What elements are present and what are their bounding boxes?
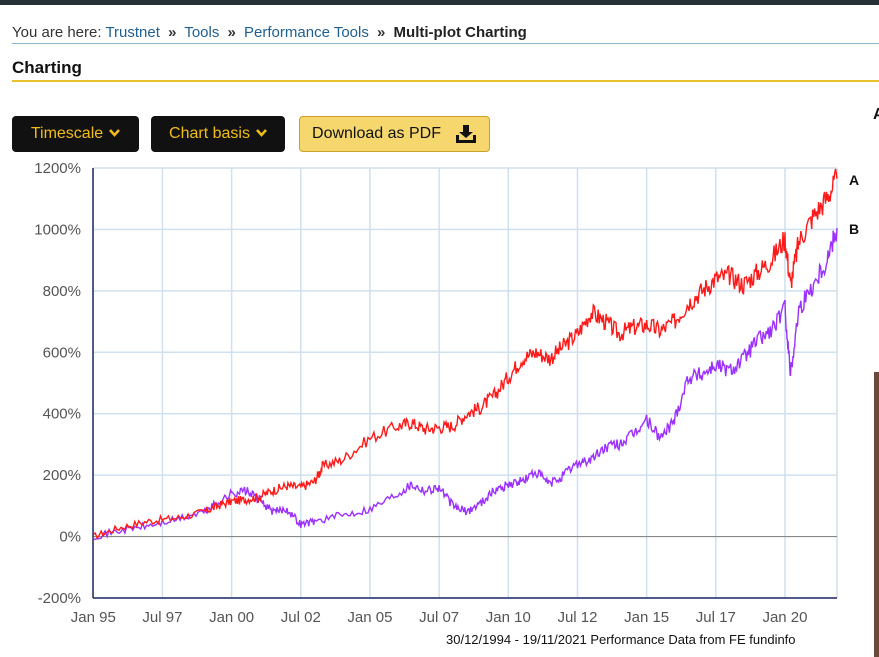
breadcrumb-link-tools[interactable]: Tools xyxy=(184,24,220,41)
series-line-a xyxy=(93,168,838,540)
performance-line-chart: -200% 0% 200% 400% 600% 800% 1000% 1200% Jan 95 J… xyxy=(34,160,859,626)
chart-basis-dropdown-button[interactable]: Chart basis xyxy=(151,116,285,152)
download-pdf-label: Download as PDF xyxy=(312,125,441,142)
y-tick-label: 800% xyxy=(43,283,81,300)
title-divider xyxy=(12,80,879,82)
y-tick-label: 1200% xyxy=(34,160,81,177)
breadcrumb: You are here: Trustnet » Tools » Perform… xyxy=(12,24,527,41)
chart-labels: -200% 0% 200% 400% 600% 800% 1000% 1200% Jan 95 J… xyxy=(34,160,859,626)
chart-series xyxy=(93,168,838,541)
chart-grid xyxy=(92,167,838,599)
chevron-down-icon xyxy=(256,128,267,140)
download-pdf-button[interactable]: Download as PDF xyxy=(299,116,490,152)
y-tick-label: 1000% xyxy=(34,221,81,238)
x-tick-label: Jan 10 xyxy=(486,609,531,626)
series-end-label: A xyxy=(849,172,859,188)
page-title: Charting xyxy=(12,58,82,77)
timescale-dropdown-button[interactable]: Timescale xyxy=(12,116,139,152)
y-tick-label: 400% xyxy=(43,406,81,423)
chart-axes xyxy=(92,168,837,599)
breadcrumb-prefix: You are here: xyxy=(12,24,102,41)
x-tick-label: Jul 12 xyxy=(557,609,597,626)
y-tick-label: -200% xyxy=(38,590,81,607)
y-tick-label: 0% xyxy=(59,529,81,546)
x-tick-label: Jan 95 xyxy=(71,609,116,626)
truncated-side-heading: A xyxy=(873,106,879,123)
x-tick-label: Jul 17 xyxy=(696,609,736,626)
x-tick-label: Jan 15 xyxy=(624,609,669,626)
y-tick-label: 200% xyxy=(43,467,81,484)
chart-footer-note: 30/12/1994 - 19/11/2021 Performance Data… xyxy=(446,632,796,647)
breadcrumb-separator: » xyxy=(168,24,177,41)
breadcrumb-link-trustnet[interactable]: Trustnet xyxy=(105,24,160,41)
side-image-edge xyxy=(874,372,879,657)
top-bar xyxy=(0,0,879,5)
x-tick-label: Jul 02 xyxy=(281,609,321,626)
breadcrumb-link-performance-tools[interactable]: Performance Tools xyxy=(244,24,369,41)
chevron-down-icon xyxy=(109,128,121,140)
x-tick-label: Jan 05 xyxy=(347,609,392,626)
x-tick-label: Jul 07 xyxy=(419,609,459,626)
breadcrumb-separator: » xyxy=(377,24,386,41)
timescale-label: Timescale xyxy=(30,125,104,142)
x-tick-label: Jan 00 xyxy=(209,609,254,626)
breadcrumb-separator: » xyxy=(227,24,236,41)
chart-basis-label: Chart basis xyxy=(169,125,250,142)
x-tick-label: Jan 20 xyxy=(762,609,807,626)
x-tick-label: Jul 97 xyxy=(142,609,182,626)
download-icon xyxy=(455,123,477,145)
series-end-label: B xyxy=(849,221,859,237)
breadcrumb-divider xyxy=(12,43,879,44)
series-line-b xyxy=(93,227,838,541)
breadcrumb-current: Multi-plot Charting xyxy=(393,24,527,41)
y-tick-label: 600% xyxy=(43,344,81,361)
